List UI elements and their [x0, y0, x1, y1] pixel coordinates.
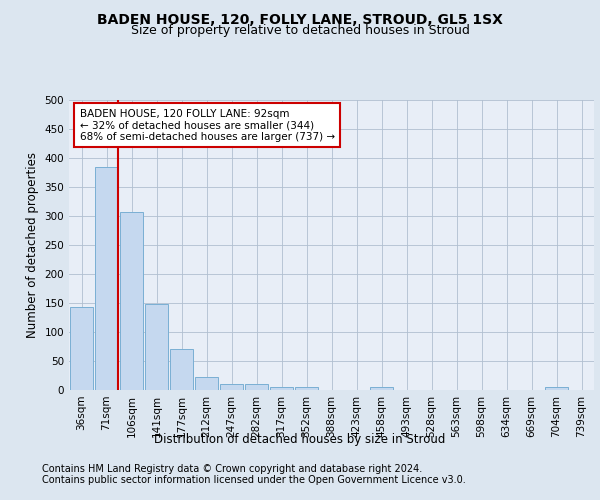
- Bar: [195, 376, 218, 390]
- Bar: [270, 387, 293, 390]
- Bar: [170, 350, 193, 390]
- Text: Size of property relative to detached houses in Stroud: Size of property relative to detached ho…: [131, 24, 469, 37]
- Y-axis label: Number of detached properties: Number of detached properties: [26, 152, 39, 338]
- Bar: [370, 387, 393, 390]
- Text: BADEN HOUSE, 120 FOLLY LANE: 92sqm
← 32% of detached houses are smaller (344)
68: BADEN HOUSE, 120 FOLLY LANE: 92sqm ← 32%…: [79, 108, 335, 142]
- Text: Contains public sector information licensed under the Open Government Licence v3: Contains public sector information licen…: [42, 475, 466, 485]
- Text: BADEN HOUSE, 120, FOLLY LANE, STROUD, GL5 1SX: BADEN HOUSE, 120, FOLLY LANE, STROUD, GL…: [97, 12, 503, 26]
- Bar: [545, 387, 568, 390]
- Bar: [95, 166, 118, 390]
- Bar: [220, 384, 243, 390]
- Bar: [70, 307, 93, 390]
- Bar: [245, 384, 268, 390]
- Text: Contains HM Land Registry data © Crown copyright and database right 2024.: Contains HM Land Registry data © Crown c…: [42, 464, 422, 474]
- Text: Distribution of detached houses by size in Stroud: Distribution of detached houses by size …: [154, 432, 446, 446]
- Bar: [145, 304, 168, 390]
- Bar: [295, 387, 318, 390]
- Bar: [120, 212, 143, 390]
